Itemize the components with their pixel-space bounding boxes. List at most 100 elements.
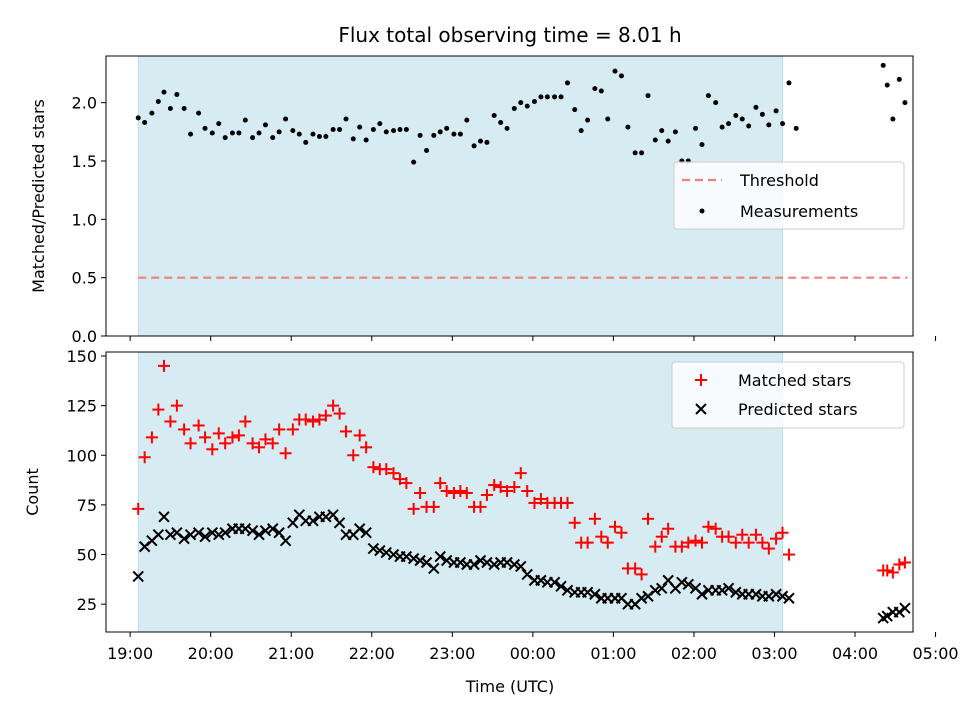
measurement-point <box>890 116 896 122</box>
predicted-star-point <box>515 560 527 573</box>
measurement-point <box>558 94 564 100</box>
top-axes-frame <box>105 55 914 337</box>
x-tick-label: 02:00 <box>671 644 717 663</box>
measurement-point <box>391 128 397 134</box>
measurement-point <box>780 121 786 127</box>
predicted-star-point <box>184 528 197 541</box>
matched-star-point <box>886 566 899 579</box>
predicted-star-point <box>360 527 372 539</box>
measurement-point <box>276 129 282 135</box>
measurement-point <box>161 89 167 95</box>
predicted-star-point <box>696 588 708 600</box>
matched-star-point <box>219 437 232 450</box>
predicted-star-point <box>206 527 219 539</box>
measurement-point <box>181 106 187 111</box>
measurement-point <box>665 138 671 144</box>
measurement-point <box>598 88 604 94</box>
predicted-star-point <box>253 528 265 541</box>
measurement-point <box>444 125 450 131</box>
top-y-tick-label: 1.0 <box>72 210 97 229</box>
matched-star-point <box>561 496 574 509</box>
matched-star-point <box>749 528 762 541</box>
matched-star-point <box>340 425 353 438</box>
measurement-point <box>786 80 792 86</box>
measurement-point <box>726 121 732 127</box>
measurement-point <box>202 125 208 131</box>
x-tick-label: 23:00 <box>429 644 475 663</box>
measurement-point <box>431 132 437 138</box>
measurement-point <box>552 94 558 100</box>
matched-star-point <box>568 516 581 529</box>
matched-star-point <box>776 526 789 539</box>
matched-star-point <box>434 477 447 490</box>
measurement-point <box>174 92 180 97</box>
matched-star-point <box>266 437 279 450</box>
measurement-point <box>759 111 765 117</box>
x-tick-label: 01:00 <box>590 644 636 663</box>
measurement-point <box>188 131 194 137</box>
matched-star-point <box>400 477 413 490</box>
predicted-star-point <box>273 527 285 539</box>
measurement-point <box>296 131 302 137</box>
measurement-point <box>498 120 504 125</box>
measurement-point <box>196 110 202 116</box>
predicted-star-point <box>468 558 480 571</box>
matched-star-point <box>199 431 212 444</box>
predicted-star-point <box>508 558 521 571</box>
matched-star-point <box>286 423 299 436</box>
matched-star-point <box>132 502 145 515</box>
predicted-star-point <box>178 532 190 545</box>
measurement-point <box>417 132 423 138</box>
predicted-star-point <box>535 574 547 587</box>
measurement-point <box>618 73 624 79</box>
measurement-point <box>310 131 316 137</box>
matched-star-point <box>742 536 755 549</box>
matched-star-point <box>662 522 675 535</box>
measurement-point <box>773 108 779 114</box>
bottom-y-tick-label: 125 <box>66 397 97 416</box>
measurement-point <box>270 135 276 141</box>
predicted-star-point <box>722 582 735 595</box>
predicted-star-point <box>434 550 446 563</box>
predicted-star-point <box>548 576 561 589</box>
x-tick-label: 05:00 <box>912 644 958 663</box>
matched-star-point <box>881 564 894 577</box>
measurement-point <box>411 159 417 165</box>
matched-star-point <box>689 534 702 547</box>
predicted-star-point <box>716 584 728 597</box>
chart-title: Flux total observing time = 8.01 h <box>338 23 681 47</box>
predicted-stars-series <box>132 509 911 624</box>
measurement-point <box>262 122 268 128</box>
matched-star-point <box>762 542 775 555</box>
x-axis-label: Time (UTC) <box>465 677 554 696</box>
matched-star-point <box>206 443 219 456</box>
measurement-point <box>884 82 890 88</box>
measurement-point <box>403 127 409 132</box>
matched-star-point <box>756 536 769 549</box>
predicted-star-point <box>893 606 906 618</box>
measurement-point <box>719 124 725 130</box>
matched-star-point <box>192 419 205 432</box>
measurement-point <box>699 142 705 148</box>
matched-star-point <box>152 403 165 416</box>
predicted-star-point <box>164 528 177 541</box>
bottom-x-axis: 19:00 20:00 21:00 22:00 23:00 00:00 01:00 02:00… <box>107 632 959 663</box>
top-panel: 0.00.51.01.52.0 Matched/Predicted stars … <box>29 55 937 346</box>
measurement-point <box>612 68 618 74</box>
measurement-point <box>652 137 658 143</box>
predicted-star-point <box>287 517 299 529</box>
matched-star-point <box>447 486 460 499</box>
matched-star-point <box>494 481 507 494</box>
legend-measurements-swatch <box>699 208 705 214</box>
legend-matched-label: Matched stars <box>738 371 851 390</box>
measurement-point <box>222 135 228 141</box>
legend-threshold-label: Threshold <box>739 171 819 190</box>
measurement-point <box>632 150 638 156</box>
predicted-star-point <box>307 515 319 527</box>
matched-star-point <box>581 536 594 549</box>
predicted-star-point <box>454 556 467 569</box>
matched-star-point <box>682 536 695 549</box>
matched-star-point <box>184 437 197 450</box>
matched-star-point <box>299 413 312 426</box>
measurement-point <box>383 129 389 135</box>
